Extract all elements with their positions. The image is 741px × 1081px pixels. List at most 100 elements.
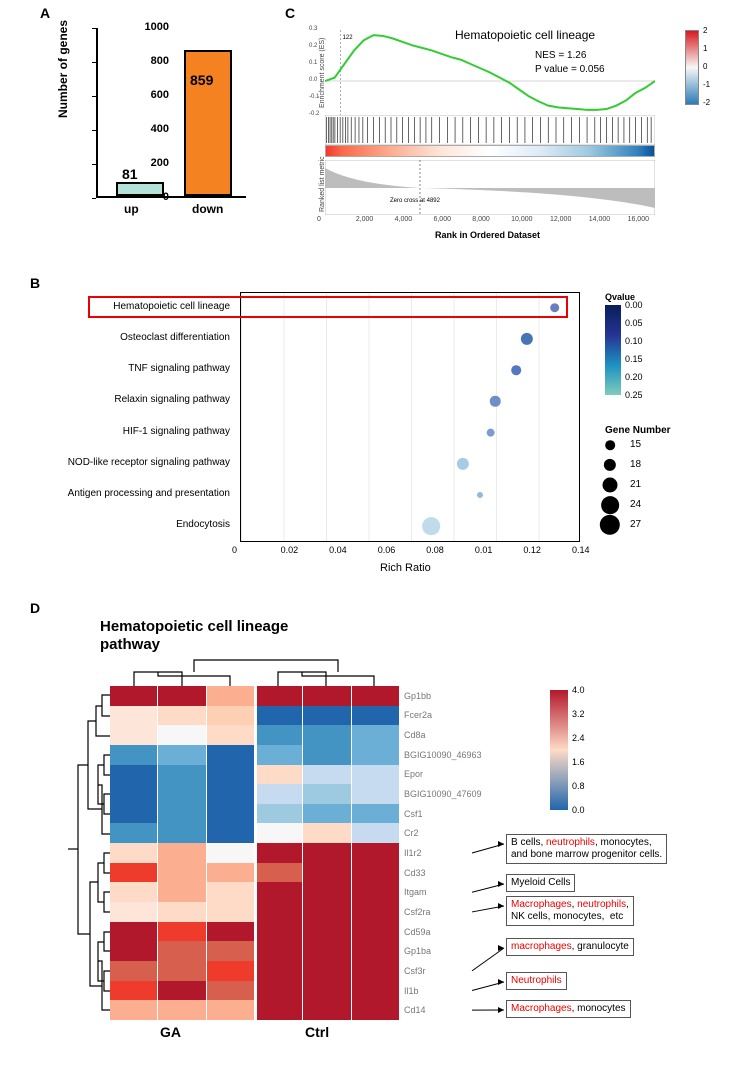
hm-cell [255,843,303,863]
annotation-arrow [470,879,510,897]
gene-label: Csf2ra [404,907,431,917]
annotation-box: macrophages, granulocyte [506,938,634,956]
hm-cell [255,961,303,981]
hm-cell [207,784,255,804]
panel-b-xtick: 0.12 [523,545,541,555]
hm-cell [207,1000,255,1020]
hm-cell [110,1000,158,1020]
gene-number-title: Gene Number [605,425,671,436]
hm-cell [303,765,351,785]
hm-cell [303,941,351,961]
pathway-label: NOD-like receptor signaling pathway [30,457,230,468]
hm-cell [158,706,206,726]
panel-b-xtick: 0.06 [378,545,396,555]
hm-cell [352,922,400,942]
panel-b-xtick: 0.04 [329,545,347,555]
heatmap-title-l2: pathway [100,636,160,653]
hm-cell [158,863,206,883]
pathway-label: Endocytosis [30,519,230,530]
hm-cell [110,922,158,942]
hm-cell [352,804,400,824]
hm-cell [158,784,206,804]
bubble [486,428,495,437]
panel-b-xtick: 0.14 [572,545,590,555]
hm-cell [255,1000,303,1020]
cbar-d-tick: 1.6 [572,757,585,767]
ytick: 1000 [129,21,169,33]
bubble [422,518,440,536]
gn-legend-circle [601,496,619,514]
pathway-label: Osteoclast differentiation [30,332,230,343]
hm-cell [110,804,158,824]
gene-label: Csf1 [404,809,423,819]
hm-cell [303,902,351,922]
annotation-box: Myeloid Cells [506,874,575,892]
panel-c-gsea: Hematopoietic cell lineage NES = 1.26 P … [285,10,730,260]
hm-cell [303,981,351,1001]
hm-cell [303,882,351,902]
hm-cell [207,823,255,843]
pathway-label: HIF-1 signaling pathway [30,426,230,437]
hm-cell [352,863,400,883]
annotation-arrow [470,977,510,996]
cbar-tick: 0 [703,62,707,71]
gsea-xtick: 14,000 [589,216,610,223]
gene-label: Gp1bb [404,691,431,701]
highlight-box [88,296,568,318]
hm-cell [207,804,255,824]
hm-cell [352,981,400,1001]
hm-cell [158,804,206,824]
hm-cell [352,765,400,785]
cbar-tick: -1 [703,80,710,89]
hm-cell [207,882,255,902]
hm-cell [207,686,255,706]
hm-cell [158,961,206,981]
hm-cell [303,804,351,824]
hm-cell [352,902,400,922]
hm-cell [207,765,255,785]
gn-legend-circle [603,478,618,493]
hm-cell [255,745,303,765]
hm-cell [207,706,255,726]
hm-cell [110,843,158,863]
gsea-xtick: 10,000 [511,216,532,223]
hm-cell [158,941,206,961]
hm-cell [207,941,255,961]
gene-label: Cr2 [404,828,419,838]
qval-tick: 0.20 [625,372,643,382]
svg-text:Zero cross at 4892: Zero cross at 4892 [390,198,441,204]
es-ytick: 0.2 [309,43,317,49]
pathway-label: Antigen processing and presentation [30,488,230,499]
hm-cell [303,961,351,981]
hm-cell [207,922,255,942]
gsea-xtick: 4,000 [395,216,413,223]
hm-cell [352,882,400,902]
hm-cell [352,843,400,863]
hm-cell [158,745,206,765]
group-label: GA [160,1024,181,1040]
hm-cell [158,1000,206,1020]
bubble [490,396,501,407]
gene-label: Cd14 [404,1005,426,1015]
annotation-box: Macrophages, monocytes [506,1000,631,1018]
es-ytick: 0.0 [309,77,317,83]
hm-cell [158,686,206,706]
hm-cell [255,784,303,804]
ytick: 800 [129,55,169,67]
cbar-d-tick: 2.4 [572,733,585,743]
pathway-label: Relaxin signaling pathway [30,394,230,405]
hm-cell [255,863,303,883]
gene-label: BGIG10090_46963 [404,750,482,760]
cbar-tick: 2 [703,26,707,35]
panel-b-bubble: Rich Ratio Qvalue Gene Number Hematopoie… [30,280,710,590]
hm-cell [207,725,255,745]
hm-cell [352,1000,400,1020]
qval-tick: 0.00 [625,300,643,310]
hm-cell [110,823,158,843]
bar-down [184,50,232,196]
es-ytick: 0.1 [309,60,317,66]
gsea-xtick: 8,000 [472,216,490,223]
ytick: 400 [129,123,169,135]
hm-cell [158,725,206,745]
qvalue-colorbar [605,305,621,395]
